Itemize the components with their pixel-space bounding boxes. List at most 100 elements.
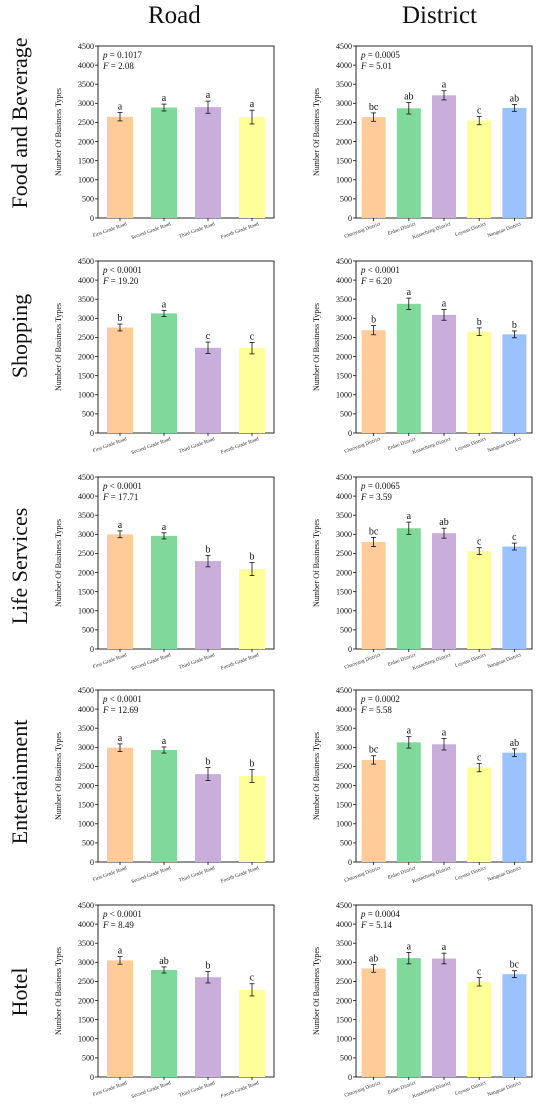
bar-third-grade-road <box>195 774 221 862</box>
p-value-annotation: p = 0.0005 <box>360 50 400 60</box>
significance-letter: a <box>162 299 167 310</box>
chart-food-and-beverage-road: Number Of Business Types 0 500 1000 1500 2000… <box>54 42 275 241</box>
x-tick-label: Third Grade Road <box>178 865 216 884</box>
bar-nanguan-district <box>502 974 527 1077</box>
y-tick-label: 4500 <box>78 42 94 51</box>
bar-fourth-grade-road <box>239 989 265 1077</box>
y-tick-label: 3000 <box>78 530 94 539</box>
y-tick-label: 1500 <box>78 587 94 596</box>
chart-life-services-road: Number Of Business Types 0 500 1000 1500 2000… <box>54 473 275 672</box>
significance-letter: a <box>442 942 447 953</box>
bar-fourth-grade-road <box>239 776 265 862</box>
significance-letter: bc <box>369 745 379 756</box>
y-tick-label: 4000 <box>78 705 94 714</box>
bar-third-grade-road <box>195 561 221 649</box>
y-tick-label: 500 <box>82 626 94 635</box>
significance-letter: a <box>162 93 167 104</box>
significance-letter: a <box>118 946 123 957</box>
y-tick-label: 2000 <box>336 352 352 361</box>
y-tick-label: 2500 <box>78 762 94 771</box>
chart-hotel-district: Number Of Business Types 0 500 1000 1500 2000… <box>312 901 533 1100</box>
significance-letter: ab <box>510 93 519 104</box>
y-tick-label: 4500 <box>336 42 352 51</box>
bar-luyuan-district <box>467 551 492 649</box>
bar-kuancheng-district <box>432 744 456 862</box>
y-axis-label: Number Of Business Types <box>312 303 321 391</box>
y-tick-label: 2000 <box>336 996 352 1005</box>
significance-letter: a <box>407 287 412 298</box>
y-tick-label: 4500 <box>78 686 94 695</box>
y-tick-label: 3500 <box>336 724 352 733</box>
y-tick-label: 2500 <box>78 549 94 558</box>
significance-letter: a <box>206 90 211 101</box>
p-value-annotation: p < 0.0001 <box>102 265 142 275</box>
y-tick-label: 3500 <box>78 939 94 948</box>
y-axis-label: Number Of Business Types <box>312 732 321 820</box>
p-value-annotation: p = 0.0002 <box>360 694 400 704</box>
f-statistic-annotation: F = 6.20 <box>360 276 392 286</box>
x-tick-label: Fourth Grade Road <box>220 1080 260 1099</box>
bar-luyuan-district <box>467 767 492 862</box>
significance-letter: bc <box>369 526 379 537</box>
significance-letter: b <box>206 961 211 972</box>
y-tick-label: 0 <box>90 429 94 438</box>
bar-erdao-district <box>396 303 421 433</box>
significance-letter: c <box>250 331 255 342</box>
row-label-life-services: Life Services <box>7 507 32 625</box>
y-tick-label: 1000 <box>78 1035 94 1044</box>
x-tick-label: First Grade Road <box>92 221 128 239</box>
y-tick-label: 4000 <box>336 705 352 714</box>
plot-frame <box>97 689 275 863</box>
y-tick-label: 500 <box>340 839 352 848</box>
y-tick-label: 4500 <box>336 686 352 695</box>
significance-letter: a <box>407 726 412 737</box>
y-tick-label: 1500 <box>336 1015 352 1024</box>
row-label-shopping: Shopping <box>7 293 32 379</box>
y-tick-label: 3500 <box>336 80 352 89</box>
x-tick-label: Second Grade Road <box>131 221 172 241</box>
y-tick-label: 500 <box>340 195 352 204</box>
y-tick-label: 1000 <box>336 176 352 185</box>
y-tick-label: 3500 <box>336 939 352 948</box>
y-tick-label: 3000 <box>78 99 94 108</box>
f-statistic-annotation: F = 3.59 <box>360 492 392 502</box>
x-tick-label: Chaoyang District <box>344 221 382 240</box>
f-statistic-annotation: F = 5.14 <box>360 920 392 930</box>
significance-letter: a <box>118 733 123 744</box>
row-label-entertainment: Entertainment <box>7 719 32 845</box>
bar-first-grade-road <box>107 534 133 649</box>
y-tick-label: 4000 <box>336 920 352 929</box>
x-tick-label: Chaoyang District <box>344 865 382 884</box>
plot-frame <box>97 476 275 650</box>
significance-letter: bc <box>369 102 379 113</box>
y-tick-label: 4500 <box>336 473 352 482</box>
significance-letter: c <box>512 532 517 543</box>
y-tick-label: 500 <box>82 1054 94 1063</box>
x-tick-label: Kuancheng District <box>412 652 453 672</box>
chart-life-services-district: Number Of Business Types 0 500 1000 1500 2000… <box>312 473 533 672</box>
y-tick-label: 3500 <box>78 80 94 89</box>
y-tick-label: 2000 <box>78 568 94 577</box>
significance-letter: c <box>477 537 482 548</box>
bar-chaoyang-district <box>361 117 386 218</box>
bar-second-grade-road <box>151 313 177 433</box>
significance-letter: b <box>206 544 211 555</box>
x-tick-label: Chaoyang District <box>344 436 382 455</box>
y-tick-label: 3000 <box>336 743 352 752</box>
y-tick-label: 1500 <box>336 371 352 380</box>
bar-luyuan-district <box>467 331 492 433</box>
x-tick-label: First Grade Road <box>92 436 128 454</box>
significance-letter: b <box>250 759 255 770</box>
bar-erdao-district <box>396 958 421 1077</box>
y-tick-label: 500 <box>82 839 94 848</box>
bar-third-grade-road <box>195 107 221 218</box>
x-tick-label: Second Grade Road <box>131 652 172 672</box>
y-tick-label: 500 <box>82 195 94 204</box>
p-value-annotation: p < 0.0001 <box>360 265 400 275</box>
bar-third-grade-road <box>195 977 221 1077</box>
bar-second-grade-road <box>151 535 177 649</box>
y-tick-label: 2500 <box>78 977 94 986</box>
y-tick-label: 2000 <box>336 568 352 577</box>
y-tick-label: 1000 <box>336 820 352 829</box>
